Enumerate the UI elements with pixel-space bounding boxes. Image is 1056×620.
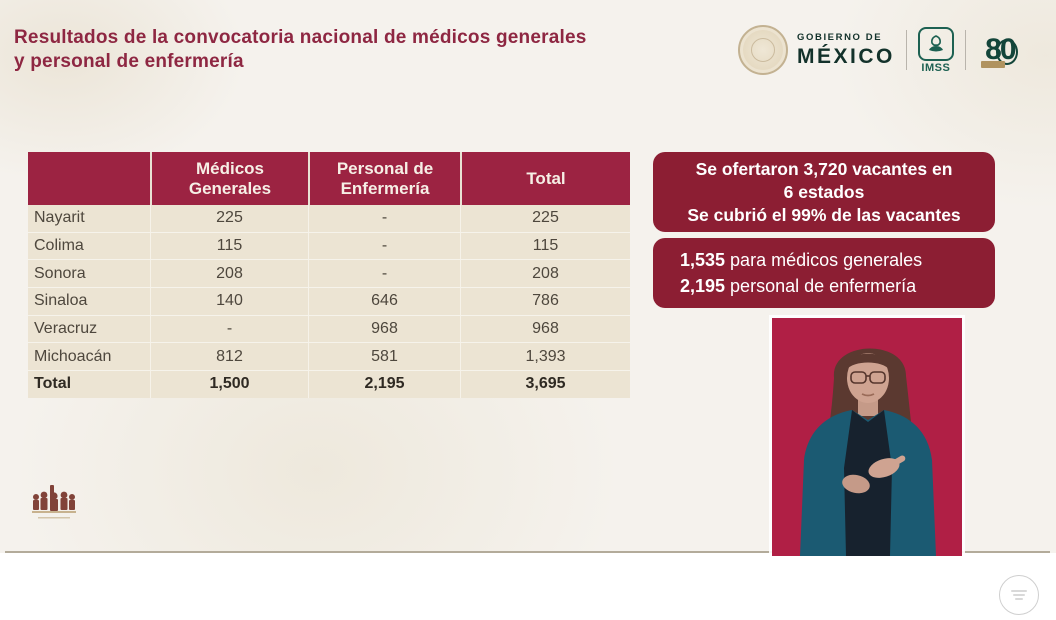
- table-row: Sinaloa 140 646 786: [28, 287, 630, 315]
- col-header-personal-enfermeria: Personal de Enfermería: [308, 152, 460, 205]
- imss-label: IMSS: [921, 61, 951, 74]
- enfermeria-cell: 581: [308, 343, 460, 371]
- total-cell: 115: [460, 232, 630, 260]
- enfermeria-cell: 646: [308, 288, 460, 315]
- page-title-line2: y personal de enfermería: [14, 51, 244, 72]
- enfermeria-cell: -: [308, 205, 460, 232]
- header-logos: GOBIERNO DE MÉXICO IMSS 80: [738, 24, 1023, 76]
- logo-divider: [964, 30, 966, 70]
- breakdown-value1: 1,535: [680, 250, 726, 270]
- table-row: Michoacán 812 581 1,393: [28, 342, 630, 371]
- interpreter-figure: [772, 318, 962, 556]
- medicos-cell: -: [150, 315, 308, 343]
- gobierno-de-label: GOBIERNO DE: [797, 32, 883, 44]
- results-table: Médicos Generales Personal de Enfermería…: [28, 152, 630, 398]
- table-body: Nayarit 225 - 225 Colima 115 - 115 Sonor…: [28, 205, 630, 398]
- medicos-cell: 115: [150, 232, 308, 260]
- total-cell: 208: [460, 260, 630, 288]
- offered-line2: 6 estados: [783, 182, 865, 202]
- table-row: Nayarit 225 - 225: [28, 205, 630, 232]
- table-total-row: Total 1,500 2,195 3,695: [28, 370, 630, 398]
- medicos-cell: 225: [150, 205, 308, 232]
- medicos-cell: 208: [150, 260, 308, 288]
- table-row: Veracruz - 968 968: [28, 314, 630, 343]
- enfermeria-cell: -: [308, 232, 460, 260]
- footer-strip: [0, 553, 1056, 620]
- state-cell: Nayarit: [34, 209, 85, 227]
- state-cell: Total: [34, 375, 72, 393]
- table-row: Sonora 208 - 208: [28, 259, 630, 288]
- total-cell: 3,695: [460, 371, 630, 398]
- total-cell: 968: [460, 315, 630, 343]
- offered-line3: Se cubrió el 99% de las vacantes: [687, 205, 961, 225]
- col-header-medicos-generales: Médicos Generales: [150, 152, 308, 205]
- mexico-seal-icon: [738, 25, 788, 75]
- breakdown-value2: 2,195: [680, 276, 726, 296]
- total-cell: 1,393: [460, 343, 630, 371]
- medicos-cell: 1,500: [150, 371, 308, 398]
- col-header-state: [28, 152, 150, 205]
- breakdown-text1: para médicos generales: [725, 250, 923, 270]
- total-cell: 225: [460, 205, 630, 232]
- imss-logo: IMSS: [917, 26, 954, 74]
- gobierno-de-mexico-logo: GOBIERNO DE MÉXICO: [797, 33, 895, 67]
- footer-divider-line: [5, 551, 1050, 553]
- breakdown-line2: 2,195 personal de enfermería: [680, 273, 995, 299]
- state-cell: Sonora: [34, 264, 86, 282]
- corner-seal-icon: [999, 575, 1039, 615]
- sign-language-interpreter-video: [769, 315, 965, 559]
- total-cell: 786: [460, 288, 630, 315]
- state-cell: Sinaloa: [34, 292, 88, 310]
- anniversary-bar-icon: [980, 61, 1005, 68]
- imss-80-anniversary-logo: 80: [977, 27, 1023, 73]
- vacancies-breakdown-box: 1,535 para médicos generales 2,195 perso…: [653, 238, 995, 308]
- state-cell: Colima: [34, 237, 84, 255]
- anniversary-ring-icon: [995, 39, 1018, 65]
- enfermeria-cell: 968: [308, 315, 460, 343]
- imss-eagle-icon: [917, 26, 954, 61]
- logo-divider: [905, 30, 907, 70]
- breakdown-line1: 1,535 para médicos generales: [680, 247, 995, 273]
- table-row: Colima 115 - 115: [28, 231, 630, 260]
- offered-line1: Se ofertaron 3,720 vacantes en: [695, 159, 953, 179]
- page-title: Resultados de la convocatoria nacional d…: [14, 26, 714, 74]
- mexico-label: MÉXICO: [797, 44, 895, 68]
- col-header-total: Total: [460, 152, 630, 205]
- table-header-row: Médicos Generales Personal de Enfermería…: [28, 152, 630, 205]
- medicos-cell: 812: [150, 343, 308, 371]
- state-cell: Veracruz: [34, 320, 98, 338]
- breakdown-text2: personal de enfermería: [725, 276, 917, 296]
- medicos-cell: 140: [150, 288, 308, 315]
- enfermeria-cell: -: [308, 260, 460, 288]
- heroes-watermark-icon: [30, 483, 78, 528]
- enfermeria-cell: 2,195: [308, 371, 460, 398]
- vacancies-offered-box: Se ofertaron 3,720 vacantes en 6 estados…: [653, 152, 995, 232]
- page-title-line1: Resultados de la convocatoria nacional d…: [14, 27, 587, 48]
- state-cell: Michoacán: [34, 347, 112, 365]
